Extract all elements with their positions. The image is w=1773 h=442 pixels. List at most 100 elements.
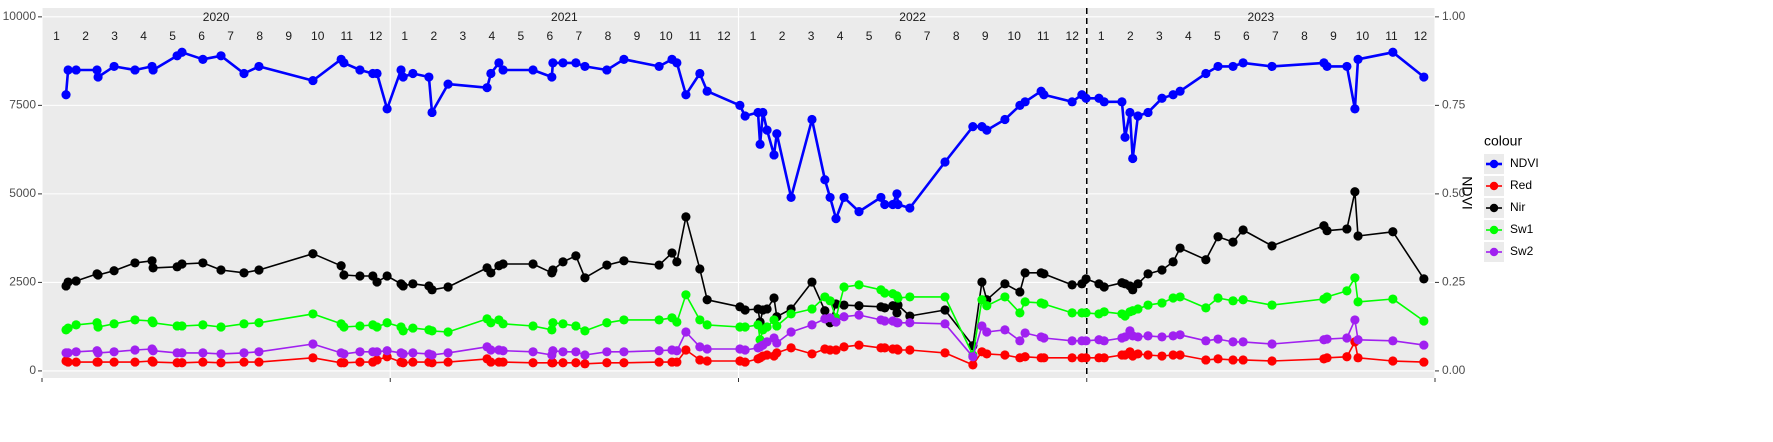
data-point: [548, 58, 558, 68]
data-point: [558, 358, 568, 368]
data-point: [1267, 300, 1277, 310]
data-point: [1419, 316, 1429, 326]
data-point: [740, 322, 750, 332]
data-point: [1067, 97, 1077, 107]
data-point: [254, 265, 264, 275]
month-label: 11: [1037, 29, 1050, 43]
data-point: [839, 300, 849, 310]
data-point: [762, 337, 772, 347]
data-point: [396, 65, 406, 75]
data-point: [672, 317, 682, 327]
data-point: [1168, 293, 1178, 303]
data-point: [427, 350, 437, 360]
data-point: [1039, 353, 1049, 363]
data-point: [498, 259, 508, 269]
data-point: [772, 338, 782, 348]
data-point: [880, 303, 890, 313]
data-point: [807, 277, 817, 287]
data-point: [216, 322, 226, 332]
data-point: [254, 357, 264, 367]
data-point: [486, 318, 496, 328]
data-point: [619, 256, 629, 266]
data-point: [71, 320, 81, 330]
data-point: [1157, 93, 1167, 103]
data-point: [854, 310, 864, 320]
month-label: 3: [808, 29, 815, 43]
data-point: [339, 322, 349, 332]
data-point: [619, 358, 629, 368]
data-point: [148, 263, 158, 273]
data-point: [571, 58, 581, 68]
data-point: [427, 358, 437, 368]
data-point: [571, 358, 581, 368]
data-point: [198, 258, 208, 268]
data-point: [820, 175, 830, 185]
month-label: 9: [1330, 29, 1337, 43]
data-point: [130, 315, 140, 325]
y-tick-label: 0: [29, 363, 36, 377]
data-point: [807, 304, 817, 314]
data-point: [893, 293, 903, 303]
y-tick-label: 2500: [9, 275, 36, 289]
data-point: [63, 323, 73, 333]
data-point: [893, 300, 903, 310]
data-point: [772, 321, 782, 331]
data-point: [654, 357, 664, 367]
data-point: [1267, 339, 1277, 349]
y2-axis-title: NDVI: [1459, 176, 1475, 209]
data-point: [339, 349, 349, 359]
data-point: [1175, 292, 1185, 302]
data-point: [769, 150, 779, 160]
data-point: [63, 348, 73, 358]
month-label: 8: [953, 29, 960, 43]
data-point: [982, 327, 992, 337]
data-point: [308, 309, 318, 319]
data-point: [339, 270, 349, 280]
data-point: [1157, 332, 1167, 342]
data-point: [1238, 337, 1248, 347]
data-point: [1228, 237, 1238, 247]
data-point: [93, 270, 103, 280]
data-point: [1020, 328, 1030, 338]
data-point: [130, 357, 140, 367]
data-point: [1388, 227, 1398, 237]
month-label: 5: [518, 29, 525, 43]
data-point: [654, 346, 664, 356]
data-point: [130, 345, 140, 355]
data-point: [498, 319, 508, 329]
data-point: [1350, 104, 1360, 114]
data-point: [1067, 280, 1077, 290]
data-point: [1120, 132, 1130, 142]
month-label: 8: [605, 29, 612, 43]
data-point: [839, 342, 849, 352]
month-label: 4: [1185, 29, 1192, 43]
data-point: [398, 349, 408, 359]
data-point: [382, 346, 392, 356]
data-point: [63, 277, 73, 287]
y2-tick-label: 0.00: [1442, 363, 1466, 377]
data-point: [61, 90, 71, 100]
data-point: [740, 357, 750, 367]
data-point: [148, 346, 158, 356]
data-point: [940, 319, 950, 329]
data-point: [1157, 351, 1167, 361]
data-point: [408, 68, 418, 79]
data-point: [427, 326, 437, 336]
data-point: [786, 327, 796, 337]
data-point: [1128, 285, 1138, 295]
data-point: [548, 318, 558, 328]
data-point: [1267, 241, 1277, 251]
data-point: [854, 301, 864, 311]
year-label: 2023: [1248, 10, 1275, 24]
data-point: [1388, 294, 1398, 304]
month-label: 12: [369, 29, 383, 43]
data-point: [1081, 353, 1091, 363]
month-label: 2: [1127, 29, 1134, 43]
data-point: [1143, 331, 1153, 341]
month-label: 7: [924, 29, 931, 43]
data-point: [880, 343, 890, 353]
month-label: 2: [430, 29, 437, 43]
data-point: [1228, 355, 1238, 365]
data-point: [1322, 334, 1332, 344]
month-label: 8: [256, 29, 263, 43]
